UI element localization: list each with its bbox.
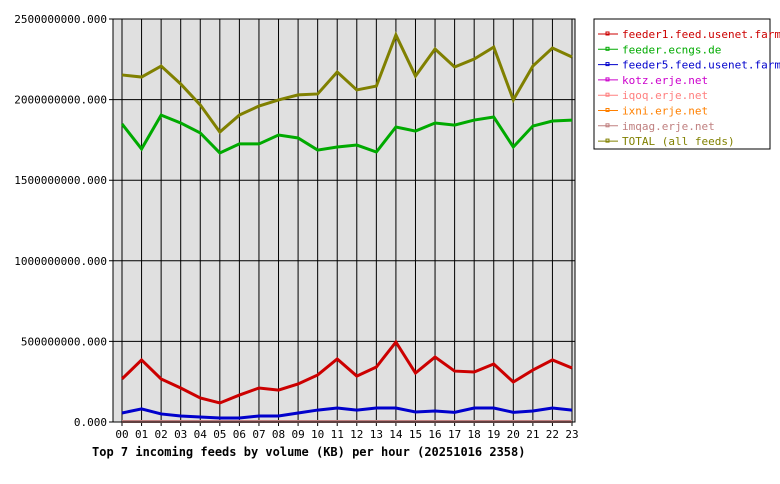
x-tick-label: 16 [428,428,441,441]
y-tick-label: 0.000 [74,416,107,429]
y-tick-label: 2500000000.000 [14,13,107,26]
legend-marker [605,123,610,128]
x-tick-label: 01 [135,428,148,441]
x-tick-label: 17 [448,428,461,441]
x-tick-label: 20 [507,428,520,441]
x-tick-label: 06 [233,428,246,441]
plot-border [112,18,576,423]
x-tick-label: 12 [350,428,363,441]
legend-entry: TOTAL (all feeds) [622,135,735,148]
legend-entry: feeder5.feed.usenet.farm [622,59,780,72]
legend-entry: kotz.erje.net [622,74,708,87]
legend-marker [605,46,610,51]
x-tick-label: 04 [194,428,208,441]
x-tick-label: 13 [370,428,383,441]
series-line-1 [120,113,573,155]
legend-marker [605,77,610,82]
legend-marker [605,138,610,143]
x-tick-label: 22 [546,428,559,441]
y-tick-label: 2000000000.000 [14,94,107,107]
legend-marker [605,108,610,112]
plot-area [113,19,575,422]
x-tick-label: 14 [389,428,403,441]
x-tick-label: 05 [213,428,226,441]
y-tick-label: 1500000000.000 [14,174,107,187]
legend-marker [605,62,610,67]
legend [593,18,771,150]
legend-entry: feeder1.feed.usenet.farm [622,28,780,41]
x-tick-label: 21 [526,428,539,441]
y-tick-label: 1000000000.000 [14,255,107,268]
x-tick-label: 11 [331,428,344,441]
x-tick-label: 08 [272,428,285,441]
series-line-0 [120,339,573,405]
y-tick-label: 500000000.000 [21,335,107,348]
legend-entry: iqoq.erje.net [622,89,708,102]
legend-marker [605,31,610,36]
legend-entry: imqag.erje.net [622,120,715,133]
x-tick-label: 07 [252,428,265,441]
x-tick-label: 03 [174,428,187,441]
x-tick-label: 10 [311,428,324,441]
x-tick-label: 02 [155,428,168,441]
x-tick-label: 18 [468,428,481,441]
series-line-2 [121,406,573,420]
x-tick-label: 15 [409,428,422,441]
x-tick-label: 09 [291,428,304,441]
legend-entry: feeder.ecngs.de [622,43,721,56]
series-line-7 [121,31,573,135]
x-tick-label: 00 [115,428,128,441]
x-tick-label: 19 [487,428,500,441]
x-tick-label: 23 [565,428,578,441]
legend-entry: ixni.erje.net [622,105,708,118]
chart-title: Top 7 incoming feeds by volume (KB) per … [92,445,525,459]
legend-marker [605,92,610,97]
